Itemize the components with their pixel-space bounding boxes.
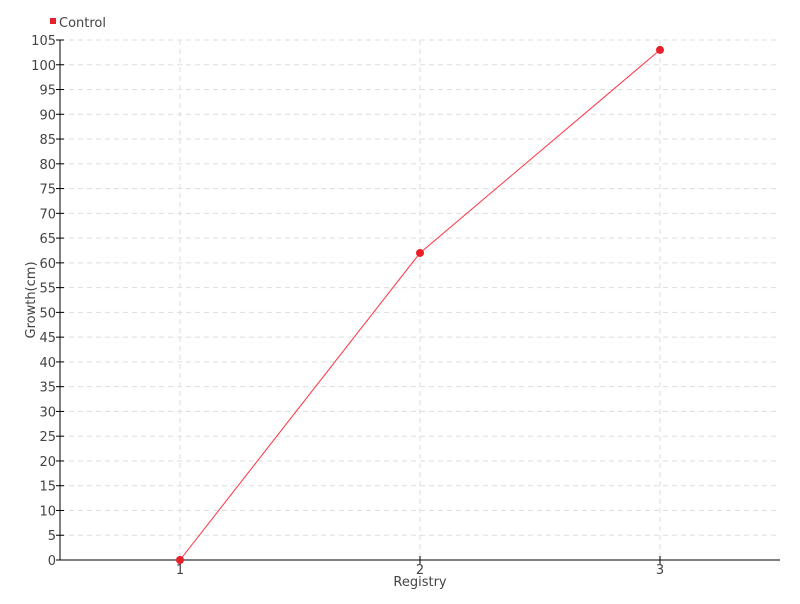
- data-point: [176, 556, 184, 564]
- y-tick-label: 10: [39, 504, 56, 519]
- y-tick-label: 50: [39, 306, 56, 321]
- y-tick-label: 5: [48, 529, 56, 544]
- y-tick-label: 55: [39, 282, 56, 297]
- y-tick-label: 30: [39, 405, 56, 420]
- data-point: [656, 45, 664, 54]
- y-tick-label: 15: [39, 480, 56, 495]
- y-tick-label: 65: [39, 232, 56, 247]
- y-tick-label: 40: [39, 356, 56, 371]
- y-tick-label: 75: [39, 183, 56, 198]
- y-axis-label: Growth(cm): [24, 261, 39, 338]
- y-tick-label: 85: [39, 133, 56, 148]
- y-tick-label: 0: [48, 554, 56, 569]
- legend-swatch: [50, 18, 56, 24]
- y-tick-label: 95: [39, 84, 56, 99]
- y-tick-label: 70: [39, 207, 56, 222]
- x-axis-label: Registry: [393, 575, 447, 590]
- y-tick-label: 25: [39, 430, 56, 445]
- legend-label: Control: [59, 16, 106, 31]
- y-tick-label: 105: [31, 34, 56, 49]
- y-tick-label: 20: [39, 455, 56, 470]
- y-tick-label: 35: [39, 381, 56, 396]
- axes: 0 5 10 15 20 25 30 35 40 45 50 55 60 65 70 75 80 85 90 95 10…: [31, 34, 780, 578]
- y-tick-label: 45: [39, 331, 56, 346]
- y-tick-label: 90: [39, 108, 56, 123]
- x-tick-label: 3: [656, 563, 664, 578]
- y-tick-label: 60: [39, 257, 56, 272]
- grid: [60, 39, 780, 560]
- y-tick-label: 100: [31, 59, 56, 74]
- legend[interactable]: Control: [50, 16, 106, 31]
- x-tick-label: 2: [416, 563, 424, 578]
- data-point: [416, 248, 424, 257]
- y-tick-label: 80: [39, 158, 56, 173]
- series: [176, 45, 664, 564]
- x-tick-label: 1: [176, 563, 184, 578]
